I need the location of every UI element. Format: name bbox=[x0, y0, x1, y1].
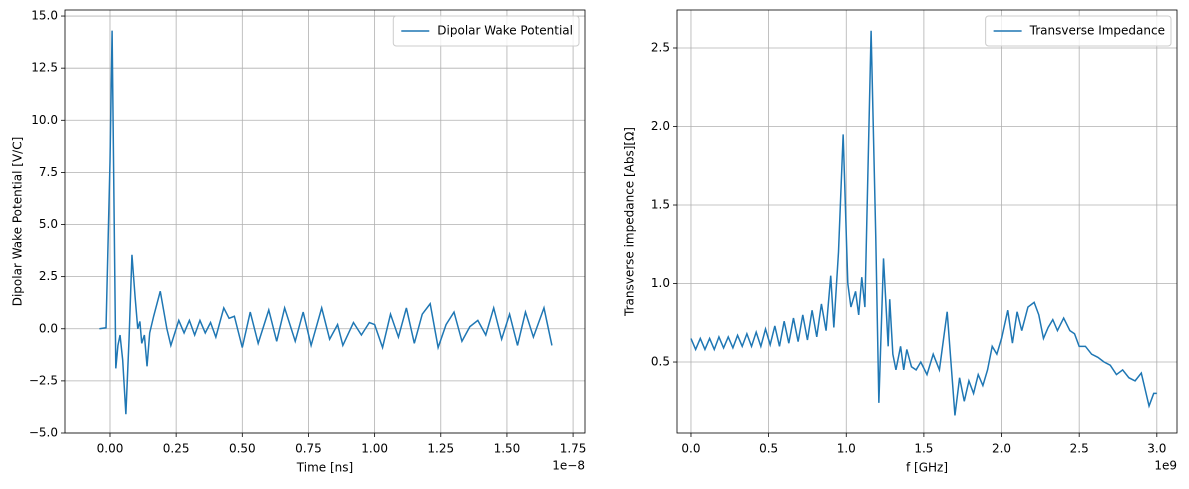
x-axis-label: f [GHz] bbox=[906, 461, 948, 475]
y-tick-label: 1.5 bbox=[651, 198, 670, 212]
axes-frame bbox=[676, 9, 1178, 434]
x-tick-label: 2.5 bbox=[1070, 442, 1089, 456]
x-tick-label: 1.75 bbox=[560, 442, 587, 456]
plot-area bbox=[690, 30, 1157, 416]
x-tick-label: 0.75 bbox=[295, 442, 322, 456]
legend-label: Dipolar Wake Potential bbox=[437, 24, 573, 38]
legend: Dipolar Wake Potential bbox=[392, 15, 580, 47]
axes-frame bbox=[64, 9, 586, 434]
x-tick-label: 1.25 bbox=[427, 442, 454, 456]
x-offset-label: 1e−8 bbox=[552, 459, 585, 473]
x-tick-label: 0.0 bbox=[681, 442, 700, 456]
data-line bbox=[690, 30, 1157, 416]
y-tick-label: 2.5 bbox=[651, 40, 670, 54]
x-tick-label: 0.5 bbox=[759, 442, 778, 456]
y-tick-label: 15.0 bbox=[31, 9, 58, 23]
x-tick-label: 3.0 bbox=[1147, 442, 1166, 456]
y-tick-label: 0.0 bbox=[39, 321, 58, 335]
legend-label: Transverse Impedance bbox=[1029, 24, 1165, 38]
y-axis-label: Transverse impedance [Abs][Ω] bbox=[623, 127, 637, 317]
data-line bbox=[99, 30, 553, 415]
y-tick-label: −5.0 bbox=[29, 426, 58, 440]
x-axis-label: Time [ns] bbox=[296, 461, 353, 475]
y-tick-label: 1.0 bbox=[651, 276, 670, 290]
y-axis-label: Dipolar Wake Potential [V/C] bbox=[11, 137, 25, 307]
x-tick-label: 1.5 bbox=[914, 442, 933, 456]
y-tick-label: 10.0 bbox=[31, 113, 58, 127]
x-tick-label: 1.0 bbox=[837, 442, 856, 456]
plot-area bbox=[99, 30, 553, 415]
legend: Transverse Impedance bbox=[985, 15, 1172, 47]
y-tick-label: 2.0 bbox=[651, 119, 670, 133]
x-tick-label: 0.25 bbox=[163, 442, 190, 456]
x-tick-label: 0.50 bbox=[229, 442, 256, 456]
legend-frame bbox=[392, 15, 580, 47]
x-tick-label: 2.0 bbox=[992, 442, 1011, 456]
y-tick-label: 5.0 bbox=[39, 217, 58, 231]
y-tick-label: 0.5 bbox=[651, 355, 670, 369]
x-tick-label: 1.00 bbox=[361, 442, 388, 456]
y-tick-label: 7.5 bbox=[39, 165, 58, 179]
x-offset-label: 1e9 bbox=[1154, 459, 1177, 473]
legend-frame bbox=[985, 15, 1172, 47]
y-tick-label: 12.5 bbox=[31, 61, 58, 75]
y-tick-label: 2.5 bbox=[39, 269, 58, 283]
x-tick-label: 1.50 bbox=[494, 442, 521, 456]
y-tick-label: −2.5 bbox=[29, 373, 58, 387]
x-tick-label: 0.00 bbox=[97, 442, 124, 456]
